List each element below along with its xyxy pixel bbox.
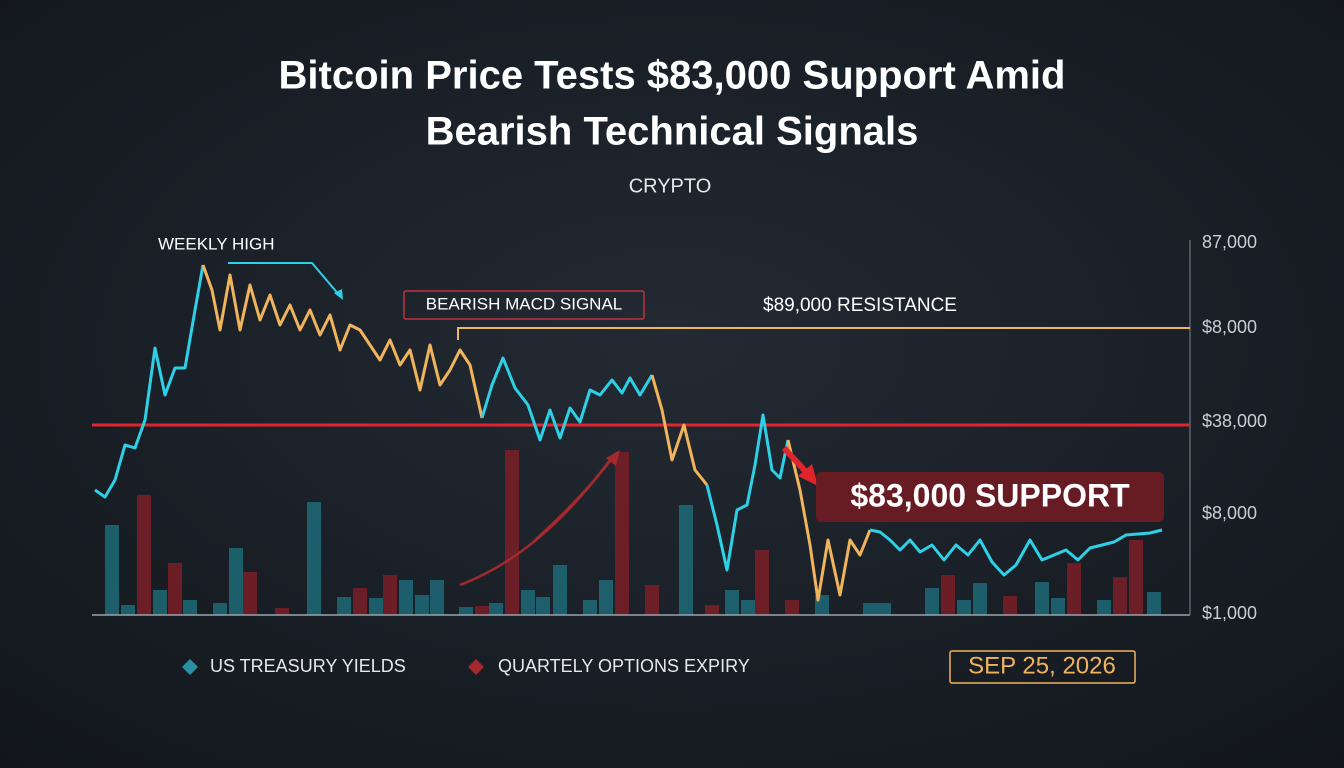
- bar: [973, 583, 987, 615]
- price-segment: [705, 413, 790, 572]
- price-segment: [786, 439, 872, 602]
- legend-label: US TREASURY YIELDS: [210, 656, 406, 676]
- bar: [705, 605, 719, 615]
- price-segment: [480, 356, 654, 442]
- bar: [863, 603, 877, 615]
- bar: [275, 608, 289, 615]
- bar: [383, 575, 397, 615]
- bar: [137, 495, 151, 615]
- axis-label: $1,000: [1202, 603, 1257, 623]
- price-segment: [650, 374, 709, 486]
- annotation-arrow: [228, 262, 341, 297]
- bar: [229, 548, 243, 615]
- annotation-box: [403, 290, 645, 320]
- bar: [679, 505, 693, 615]
- price-segment: [201, 264, 484, 419]
- bar: [957, 600, 971, 615]
- bar: [536, 597, 550, 615]
- bar: [785, 600, 799, 615]
- price-segment: [94, 264, 205, 499]
- bar: [213, 603, 227, 615]
- arrow-head: [334, 289, 343, 300]
- price-segment: [869, 528, 1163, 577]
- bar: [741, 600, 755, 615]
- title: Bitcoin Price Tests $83,000 Support Amid: [279, 54, 1066, 98]
- bar: [553, 565, 567, 615]
- bar: [415, 595, 429, 615]
- bar: [459, 607, 473, 615]
- bar: [1129, 540, 1143, 615]
- bar: [430, 580, 444, 615]
- title: Bearish Technical Signals: [426, 110, 919, 154]
- axis-label: $8,000: [1202, 317, 1257, 337]
- resistance-line: [457, 327, 1190, 340]
- bar: [153, 590, 167, 615]
- bar: [755, 550, 769, 615]
- annotation: $83,000 SUPPORT: [850, 477, 1130, 513]
- bar: [941, 575, 955, 615]
- date-box: [949, 650, 1136, 684]
- legend-marker: [468, 659, 484, 675]
- bar: [925, 588, 939, 615]
- bar: [1051, 598, 1065, 615]
- trend-arrow: [534, 454, 616, 541]
- bar: [307, 502, 321, 615]
- bar: [337, 597, 351, 615]
- bar: [1035, 582, 1049, 615]
- bar: [583, 600, 597, 615]
- bar: [489, 603, 503, 615]
- category: CRYPTO: [629, 175, 712, 197]
- bar: [399, 580, 413, 615]
- bar: [1097, 600, 1111, 615]
- bar: [105, 525, 119, 615]
- bar: [183, 600, 197, 615]
- axis-label: 87,000: [1202, 232, 1257, 252]
- bar: [168, 563, 182, 615]
- support-arrow: [781, 445, 811, 477]
- bar: [475, 606, 489, 615]
- annotation: $89,000 RESISTANCE: [763, 295, 957, 316]
- legend-marker: [182, 659, 198, 675]
- bar: [121, 605, 135, 615]
- bar: [645, 585, 659, 615]
- bar: [353, 588, 367, 615]
- price-line: [94, 264, 1163, 602]
- annotation: BEARISH MACD SIGNAL: [426, 294, 623, 313]
- bar: [1067, 563, 1081, 615]
- support-box: [816, 472, 1164, 522]
- bar: [505, 450, 519, 615]
- bar: [725, 590, 739, 615]
- axis-label: $8,000: [1202, 503, 1257, 523]
- axis-label: $38,000: [1202, 411, 1267, 431]
- bar: [521, 590, 535, 615]
- arrow-head: [798, 464, 818, 486]
- bar: [1147, 592, 1161, 615]
- annotation: WEEKLY HIGH: [158, 234, 275, 253]
- date: SEP 25, 2026: [968, 652, 1116, 679]
- bars: [105, 450, 1161, 615]
- arrow-head: [606, 450, 620, 466]
- bar: [615, 452, 629, 615]
- bar: [599, 580, 613, 615]
- bar: [369, 598, 383, 615]
- bar: [243, 572, 257, 615]
- legend-label: QUARTELY OPTIONS EXPIRY: [498, 656, 750, 676]
- bar: [1003, 596, 1017, 615]
- bar: [877, 603, 891, 615]
- bar: [1113, 577, 1127, 615]
